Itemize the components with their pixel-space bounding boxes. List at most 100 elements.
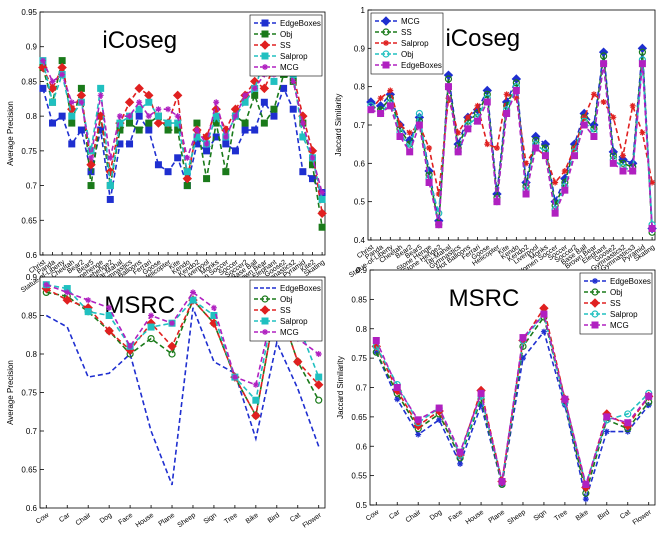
- legend-label: Salprop: [610, 310, 638, 319]
- y-tick-label: 0.8: [26, 350, 38, 359]
- marker: [367, 106, 375, 114]
- marker: [571, 145, 578, 151]
- marker: [396, 133, 404, 140]
- y-tick-label: 0.7: [26, 182, 38, 191]
- marker: [135, 105, 143, 113]
- marker: [474, 117, 482, 125]
- marker: [293, 356, 303, 367]
- legend-marker: [261, 30, 269, 38]
- y-tick-label: 0.7: [26, 427, 38, 436]
- marker: [513, 95, 520, 102]
- legend-marker: [591, 321, 599, 329]
- y-tick-label: 0.75: [21, 147, 37, 156]
- marker: [541, 152, 549, 160]
- marker: [43, 281, 50, 288]
- marker: [540, 310, 548, 318]
- marker: [84, 308, 92, 316]
- x-tick-label: Dog: [429, 509, 444, 522]
- marker: [493, 198, 501, 206]
- marker: [68, 119, 76, 127]
- legend: EdgeBoxes Obj SS Salprop MCG: [579, 272, 653, 335]
- legend-label: EdgeBoxes: [610, 277, 651, 286]
- legend-label: Obj: [280, 295, 293, 304]
- x-tick-label: Sign: [533, 509, 549, 523]
- y-tick-label: 0.8: [354, 83, 366, 92]
- marker: [147, 335, 155, 343]
- marker: [167, 341, 177, 352]
- marker: [154, 112, 162, 120]
- marker: [77, 126, 85, 134]
- x-tick-label: Tree: [223, 512, 239, 526]
- y-tick-label: 0.85: [21, 312, 37, 321]
- marker: [318, 223, 326, 231]
- marker: [639, 129, 646, 136]
- marker: [315, 373, 323, 381]
- x-tick-label: Bike: [575, 509, 590, 523]
- marker: [393, 384, 401, 391]
- marker: [49, 78, 56, 85]
- marker: [609, 159, 617, 167]
- series-line: [45, 307, 320, 486]
- marker: [435, 191, 442, 197]
- legend-label: Obj: [280, 30, 293, 39]
- marker: [317, 208, 327, 219]
- marker: [477, 389, 485, 397]
- legend-marker: [261, 295, 269, 303]
- marker: [532, 144, 540, 152]
- annotation: iCoseg: [445, 25, 520, 52]
- marker: [619, 159, 627, 167]
- marker: [483, 90, 491, 98]
- marker: [68, 99, 75, 106]
- marker: [377, 110, 385, 117]
- marker: [97, 84, 105, 92]
- marker: [484, 141, 491, 148]
- marker: [189, 296, 197, 304]
- annotation: MSRC: [449, 285, 520, 312]
- x-tick-label: Chair: [75, 512, 93, 528]
- marker: [165, 106, 172, 113]
- legend-label: MCG: [280, 63, 299, 72]
- marker: [457, 460, 464, 467]
- marker: [183, 182, 191, 190]
- x-tick-label: Car: [58, 512, 72, 525]
- marker: [415, 121, 423, 129]
- marker: [62, 295, 72, 305]
- x-tick-label: Bird: [267, 512, 281, 525]
- y-tick-label: 0.9: [356, 266, 368, 275]
- marker: [251, 410, 261, 421]
- y-tick-label: 0.65: [21, 466, 37, 475]
- series-line: [375, 329, 650, 503]
- x-tick-label: Flower: [302, 512, 324, 530]
- marker: [638, 60, 646, 68]
- marker: [106, 195, 114, 203]
- marker: [603, 428, 610, 435]
- marker: [387, 87, 394, 94]
- marker: [629, 102, 636, 109]
- y-tick-label: 0.9: [354, 44, 366, 53]
- x-tick-label: Cow: [35, 511, 51, 525]
- marker: [624, 419, 632, 427]
- marker: [135, 112, 143, 120]
- marker: [116, 119, 124, 127]
- marker: [126, 113, 133, 120]
- x-tick-label: Cat: [289, 512, 302, 524]
- marker: [145, 113, 152, 120]
- marker: [136, 99, 143, 106]
- marker: [164, 168, 172, 176]
- marker: [571, 152, 579, 160]
- marker: [552, 179, 559, 186]
- marker: [222, 168, 230, 176]
- legend-marker: [262, 64, 268, 70]
- y-tick-label: 0.75: [21, 389, 37, 398]
- x-tick-label: Sign: [203, 512, 219, 526]
- marker: [107, 154, 114, 161]
- legend-label: Salprop: [280, 317, 308, 326]
- marker: [241, 126, 249, 134]
- y-tick-label: 0.85: [21, 77, 37, 86]
- marker: [308, 161, 316, 169]
- marker: [540, 328, 547, 335]
- marker: [242, 92, 249, 99]
- y-axis-label: Jaccard Similarity: [334, 94, 343, 157]
- marker: [600, 99, 607, 105]
- marker: [435, 221, 443, 229]
